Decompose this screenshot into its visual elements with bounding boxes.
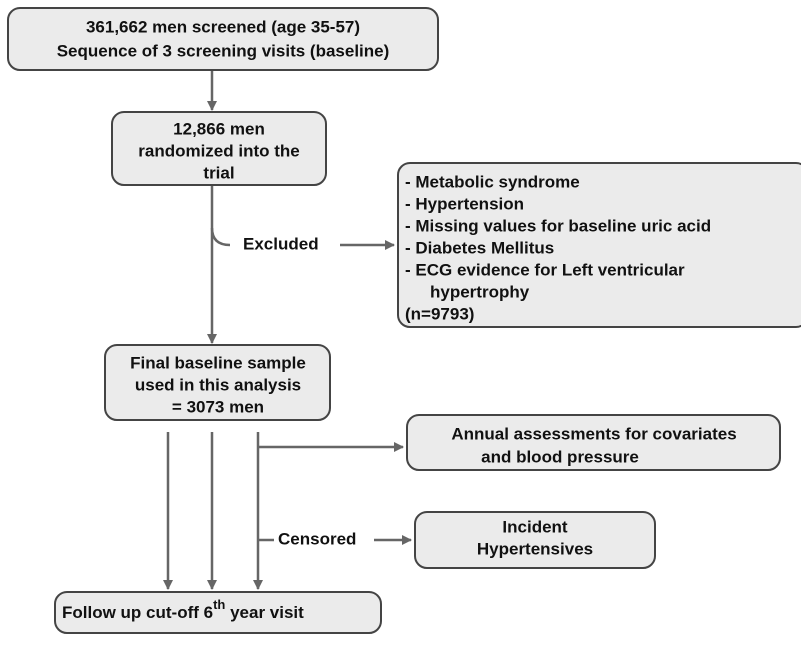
node-text: 12,866 men — [173, 119, 265, 138]
node-text: - Missing values for baseline uric acid — [405, 216, 711, 235]
node-text-part: Follow up cut-off 6 — [62, 603, 213, 622]
node-text: hypertrophy — [430, 282, 530, 301]
node-text-part: year visit — [225, 603, 304, 622]
node-text: (n=9793) — [405, 304, 474, 323]
node-text: 361,662 men screened (age 35-57) — [86, 17, 360, 36]
node-text: Incident — [502, 517, 568, 536]
node-box — [54, 591, 382, 634]
node-text: Annual assessments for covariates — [451, 424, 736, 443]
node-box — [406, 414, 781, 471]
node-text: - ECG evidence for Left ventricular — [405, 260, 685, 279]
node-box — [7, 7, 439, 71]
superscript: th — [213, 597, 225, 612]
node-text: - Hypertension — [405, 194, 524, 213]
node-text: used in this analysis — [135, 375, 301, 394]
node-text: Hypertensives — [477, 539, 593, 558]
node-text: randomized into the — [138, 141, 300, 160]
node-box — [397, 162, 801, 328]
branch — [210, 227, 231, 247]
node-text: Final baseline sample — [130, 353, 306, 372]
node-text: Follow up cut-off 6th year visit — [62, 597, 304, 622]
node-box — [104, 344, 331, 421]
node-text: Sequence of 3 screening visits (baseline… — [57, 41, 390, 60]
node-text: - Diabetes Mellitus — [405, 238, 554, 257]
node-text: trial — [203, 163, 234, 182]
edge-label: Excluded — [243, 234, 319, 253]
node-text: - Metabolic syndrome — [405, 172, 580, 191]
node-box — [414, 511, 656, 569]
node-text: = 3073 men — [172, 397, 264, 416]
node-text: and blood pressure — [481, 447, 639, 466]
node-box — [111, 111, 327, 186]
edge-label: Censored — [278, 529, 356, 548]
